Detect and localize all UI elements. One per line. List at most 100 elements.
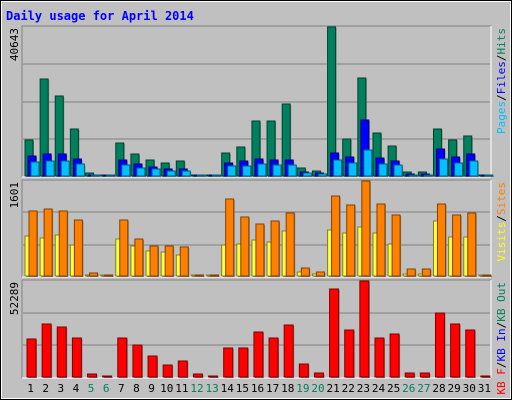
- legend-part: Files: [495, 61, 508, 94]
- bar-hits-pages: [333, 159, 343, 177]
- bar-hits-pages: [227, 165, 237, 177]
- bar-sites-sites: [331, 195, 341, 277]
- bar-kbytes-kb-f: [298, 363, 309, 378]
- bar-hits-pages: [136, 167, 146, 177]
- bar-kbytes-kb-f: [102, 375, 113, 378]
- bar-hits-pages: [454, 162, 464, 177]
- max-value-label: 40643: [8, 28, 21, 61]
- bar-hits-pages: [363, 149, 373, 177]
- bar-hits-pages: [257, 163, 267, 177]
- bar-kbytes-kb-f: [162, 364, 173, 378]
- day-label: 15: [236, 382, 249, 395]
- bar-kbytes-kb-f: [71, 337, 82, 378]
- bar-kbytes-kb-f: [465, 329, 476, 378]
- bar-hits-pages: [181, 170, 191, 177]
- bar-sites-sites: [436, 203, 446, 277]
- bar-sites-sites: [89, 272, 99, 277]
- bar-sites-sites: [452, 214, 462, 277]
- day-label: 9: [148, 382, 155, 395]
- bar-kbytes-kb-f: [177, 360, 188, 378]
- bar-sites-sites: [164, 245, 174, 277]
- bar-sites-sites: [73, 219, 83, 277]
- bar-hits-pages: [45, 160, 55, 177]
- day-label: 12: [190, 382, 203, 395]
- bar-kbytes-kb-f: [192, 373, 203, 378]
- x-axis-labels: 1 2 3 4 5 6 7 8 9 10 11 12 13 14 15 16 17 18 19 20 21 22 23 24 2…: [27, 382, 491, 395]
- bar-sites-sites: [255, 223, 265, 277]
- legend-label: Visits/Sites: [495, 182, 508, 262]
- bar-hits-pages: [75, 163, 85, 177]
- bar-hits-pages: [484, 174, 494, 177]
- day-label: 4: [73, 382, 80, 395]
- legend-label: Pages/Files/Hits: [495, 28, 508, 134]
- day-label: 3: [58, 382, 65, 395]
- day-label: 25: [387, 382, 400, 395]
- bar-kbytes-kb-f: [480, 375, 491, 378]
- bar-hits-pages: [378, 163, 388, 177]
- bar-kbytes-kb-f: [117, 337, 128, 378]
- bar-hits-pages: [91, 174, 101, 177]
- bar-sites-sites: [119, 219, 129, 277]
- panel-sites: 1601 Visits/Sites: [8, 179, 508, 278]
- day-label: 6: [103, 382, 110, 395]
- bar-kbytes-kb-f: [344, 329, 355, 378]
- bar-hits-pages: [408, 174, 418, 177]
- day-label: 11: [175, 382, 188, 395]
- bar-sites-sites: [194, 274, 204, 277]
- day-label: 22: [342, 382, 355, 395]
- bar-kbytes-kb-f: [87, 373, 98, 378]
- bar-kbytes-kb-f: [450, 323, 461, 378]
- bar-kbytes-kb-f: [26, 338, 37, 378]
- bar-kbytes-kb-f: [389, 333, 400, 378]
- bar-hits-pages: [423, 174, 433, 177]
- bar-hits-pages: [30, 161, 40, 177]
- bar-kbytes-kb-f: [147, 355, 158, 378]
- bar-kbytes-kb-f: [359, 280, 370, 378]
- bar-hits-pages: [272, 164, 282, 177]
- bar-kbytes-kb-f: [283, 324, 294, 378]
- bar-kbytes-kb-f: [253, 331, 264, 378]
- bar-sites-sites: [300, 267, 310, 277]
- bar-hits-pages: [317, 173, 327, 177]
- bar-kbytes-kb-f: [208, 375, 219, 378]
- bar-sites-sites: [391, 214, 401, 277]
- day-label: 23: [357, 382, 370, 395]
- bar-sites-sites: [421, 268, 431, 277]
- legend-part: Sites: [495, 182, 508, 215]
- legend-part: /: [495, 215, 508, 222]
- day-label: 1: [27, 382, 34, 395]
- day-label: 26: [402, 382, 415, 395]
- day-label: 21: [327, 382, 340, 395]
- day-label: 27: [417, 382, 430, 395]
- day-label: 8: [133, 382, 140, 395]
- bar-sites-sites: [104, 274, 114, 277]
- bar-kbytes-kb-f: [374, 337, 385, 378]
- bar-kbytes-kb-f: [329, 288, 340, 378]
- legend-part: /: [495, 55, 508, 62]
- bar-kbytes-kb-f: [268, 337, 279, 378]
- legend-part: KB Out: [495, 282, 508, 322]
- bar-sites-sites: [467, 212, 477, 277]
- bar-hits-pages: [121, 164, 131, 177]
- day-label: 10: [160, 382, 173, 395]
- legend-part: KB In: [495, 328, 508, 361]
- bar-kbytes-kb-f: [434, 312, 445, 378]
- bar-hits-pages: [348, 162, 358, 177]
- day-label: 16: [251, 382, 264, 395]
- legend-part: KB F: [495, 368, 508, 395]
- bar-sites-sites: [240, 216, 250, 277]
- bar-kbytes-kb-f: [238, 347, 249, 378]
- bar-hits-pages: [438, 158, 448, 177]
- bar-hits-pages: [60, 160, 70, 177]
- bar-kbytes-kb-f: [313, 372, 324, 378]
- day-label: 13: [205, 382, 218, 395]
- day-label: 5: [88, 382, 95, 395]
- bar-sites-sites: [210, 274, 220, 277]
- legend-part: Pages: [495, 101, 508, 134]
- bar-sites-sites: [285, 212, 295, 277]
- day-label: 7: [118, 382, 125, 395]
